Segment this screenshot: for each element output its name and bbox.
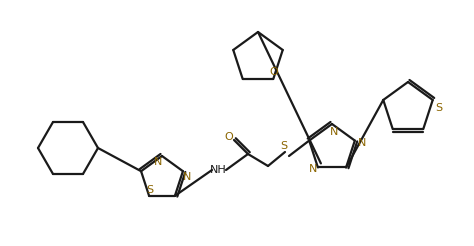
Text: N: N [358,138,366,148]
Text: N: N [183,172,191,182]
Text: O: O [225,132,233,142]
Text: S: S [281,141,288,151]
Text: S: S [146,185,154,195]
Text: S: S [436,103,443,113]
Text: NH: NH [210,165,227,175]
Text: N: N [309,164,317,174]
Text: O: O [269,67,278,77]
Text: N: N [154,157,162,167]
Text: N: N [330,127,338,137]
